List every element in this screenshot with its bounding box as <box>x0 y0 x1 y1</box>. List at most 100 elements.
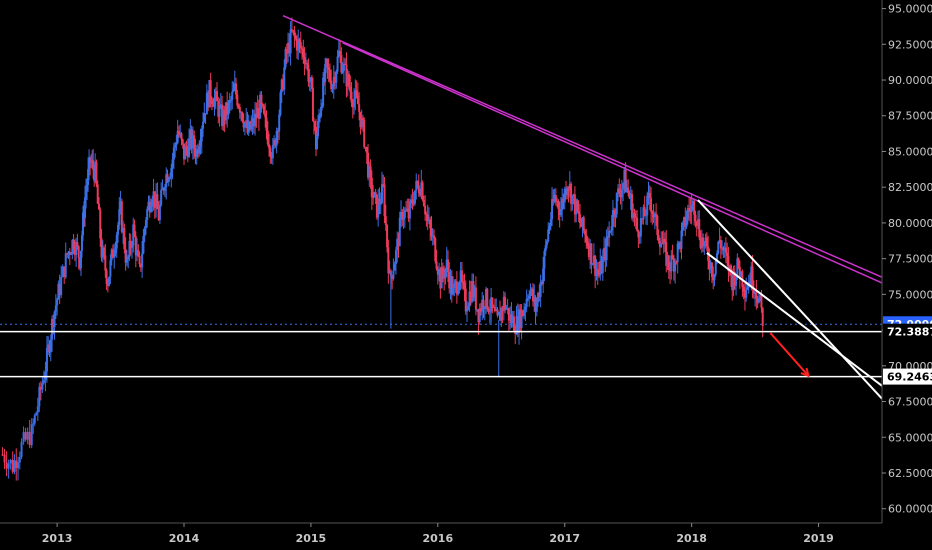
candle-body <box>397 238 400 247</box>
candle-body <box>736 258 739 277</box>
candle-body <box>279 92 282 115</box>
candle-body <box>1 454 4 456</box>
candle-body <box>235 83 238 95</box>
candle-body <box>441 267 444 275</box>
candle-body <box>735 276 738 286</box>
candle-body <box>262 105 265 114</box>
candle-body <box>685 219 688 227</box>
candle-body <box>717 241 720 254</box>
candle-body <box>714 260 717 275</box>
candle-body <box>226 102 229 115</box>
candle-body <box>270 155 273 159</box>
candle-body <box>637 230 640 238</box>
candle-body <box>519 309 522 329</box>
candle-body <box>495 309 498 312</box>
candle-body <box>181 139 184 144</box>
candle-body <box>195 149 198 157</box>
candle-body <box>373 192 376 198</box>
time-tick-label: 2018 <box>676 532 707 545</box>
candle-body <box>249 121 252 130</box>
candle-body <box>70 254 73 256</box>
upper-trendline-1[interactable] <box>282 15 883 278</box>
candle-body <box>310 77 313 88</box>
candle-body <box>213 97 216 107</box>
candle-body <box>610 226 613 231</box>
candle-body <box>289 29 292 54</box>
candle-body <box>79 250 82 269</box>
candle-body <box>364 146 367 148</box>
candle-body <box>502 296 505 312</box>
candle-body <box>401 211 404 220</box>
candle-body <box>710 262 713 278</box>
candle-body <box>190 129 193 149</box>
candle-body <box>671 255 674 259</box>
down-arrow-shaft[interactable] <box>769 332 810 377</box>
candle-body <box>132 224 135 246</box>
candle-body <box>212 104 215 107</box>
upper-trendline-2[interactable] <box>342 42 883 284</box>
candle-body <box>525 298 528 308</box>
wedge-bottom[interactable] <box>706 252 883 387</box>
candle-body <box>66 253 69 255</box>
candle-body <box>542 268 545 285</box>
price-axis[interactable]: 95.0000 92.5000 90.0000 87.5000 85.0000 82.50… <box>881 0 932 550</box>
candle-body <box>526 298 529 300</box>
candle-body <box>476 309 479 311</box>
candle-body <box>219 104 222 106</box>
arrow-group <box>769 332 810 378</box>
candle-body <box>614 214 617 217</box>
candle-body <box>319 116 322 118</box>
candle-body <box>732 271 735 291</box>
candle-body <box>356 95 359 105</box>
candle-body <box>342 63 345 71</box>
candle-body <box>81 212 84 236</box>
candle-body <box>104 255 107 271</box>
candle-body <box>572 194 575 196</box>
candle-body <box>378 198 381 205</box>
candle-body <box>625 187 628 193</box>
candle-body <box>274 139 277 146</box>
candle-body <box>551 199 554 220</box>
candle-body <box>160 190 163 206</box>
candle-body <box>681 222 684 231</box>
candle-body <box>388 270 391 274</box>
candle-body <box>651 211 654 214</box>
candle-body <box>56 299 59 306</box>
candle-body <box>282 79 285 90</box>
candle-body <box>462 281 465 284</box>
candle-body <box>483 306 486 309</box>
candle-body <box>571 195 574 204</box>
candle-body <box>632 213 635 218</box>
time-axis[interactable]: 2013 2014 2015 2016 2017 2018 2019 <box>0 522 882 545</box>
candle-body <box>743 291 746 298</box>
candle-body <box>375 194 378 218</box>
candle-body <box>528 296 531 299</box>
candle-body <box>608 231 611 238</box>
candle-body <box>446 259 449 272</box>
price-tick-label: 95.0000 <box>888 3 932 16</box>
candle-body <box>252 118 255 127</box>
candle-body <box>295 38 298 51</box>
candle-body <box>728 265 731 272</box>
wedge-top[interactable] <box>697 199 883 400</box>
candle-body <box>627 187 630 193</box>
candle-body <box>379 202 382 205</box>
candle-body <box>599 260 602 276</box>
candle-body <box>264 113 267 118</box>
candle-body <box>622 183 625 190</box>
candle-body <box>285 48 288 54</box>
candle-body <box>644 215 647 217</box>
candle-body <box>287 42 290 54</box>
candle-body <box>88 157 91 170</box>
candle-body <box>756 298 759 303</box>
candle-body <box>143 228 146 237</box>
candle-body <box>110 249 113 261</box>
candle-body <box>67 251 70 255</box>
candle-body <box>518 309 521 333</box>
candle-body <box>222 109 225 127</box>
candle-body <box>472 281 475 298</box>
candle-body <box>90 162 93 164</box>
candle-body <box>738 266 741 277</box>
candle-body <box>453 283 456 289</box>
